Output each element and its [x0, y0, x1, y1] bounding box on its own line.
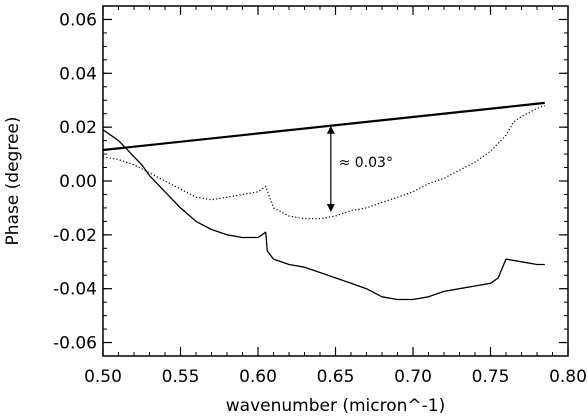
x-tick-label: 0.50: [84, 367, 122, 387]
series-line-3: [102, 101, 545, 152]
x-tick-label: 0.70: [394, 367, 432, 387]
annotation-layer: ≈ 0.03°: [326, 125, 393, 212]
x-tick-label: 0.65: [317, 367, 355, 387]
y-tick-label: 0.04: [59, 64, 97, 84]
x-tick-label: 0.55: [162, 367, 200, 387]
x-tick-label: 0.80: [549, 367, 587, 387]
y-tick-label: 0.02: [59, 118, 97, 138]
y-tick-label: 0.06: [59, 10, 97, 30]
y-tick-label: -0.02: [53, 226, 97, 246]
ticks-layer: 0.50 0.55 0.60 0.65 0.70 0.75 0.80 -0.06 -0.04 -0…: [53, 6, 587, 387]
x-tick-label: 0.60: [239, 367, 277, 387]
annotation-label: ≈ 0.03°: [339, 155, 393, 171]
arrow-head-down: [326, 203, 335, 212]
plot-frame: [102, 5, 569, 357]
x-tick-label: 0.75: [472, 367, 510, 387]
y-axis-title: Phase (degree): [3, 116, 23, 245]
y-tick-label: -0.04: [53, 280, 97, 300]
series-line-1: [102, 129, 545, 301]
y-tick-label: -0.06: [53, 334, 97, 354]
x-axis-title: wavenumber (micron^-1): [226, 396, 445, 416]
arrow-head-up: [326, 125, 335, 134]
series-layer: [102, 101, 545, 301]
y-tick-label: 0.00: [59, 172, 97, 192]
series-line-2: [102, 105, 545, 220]
